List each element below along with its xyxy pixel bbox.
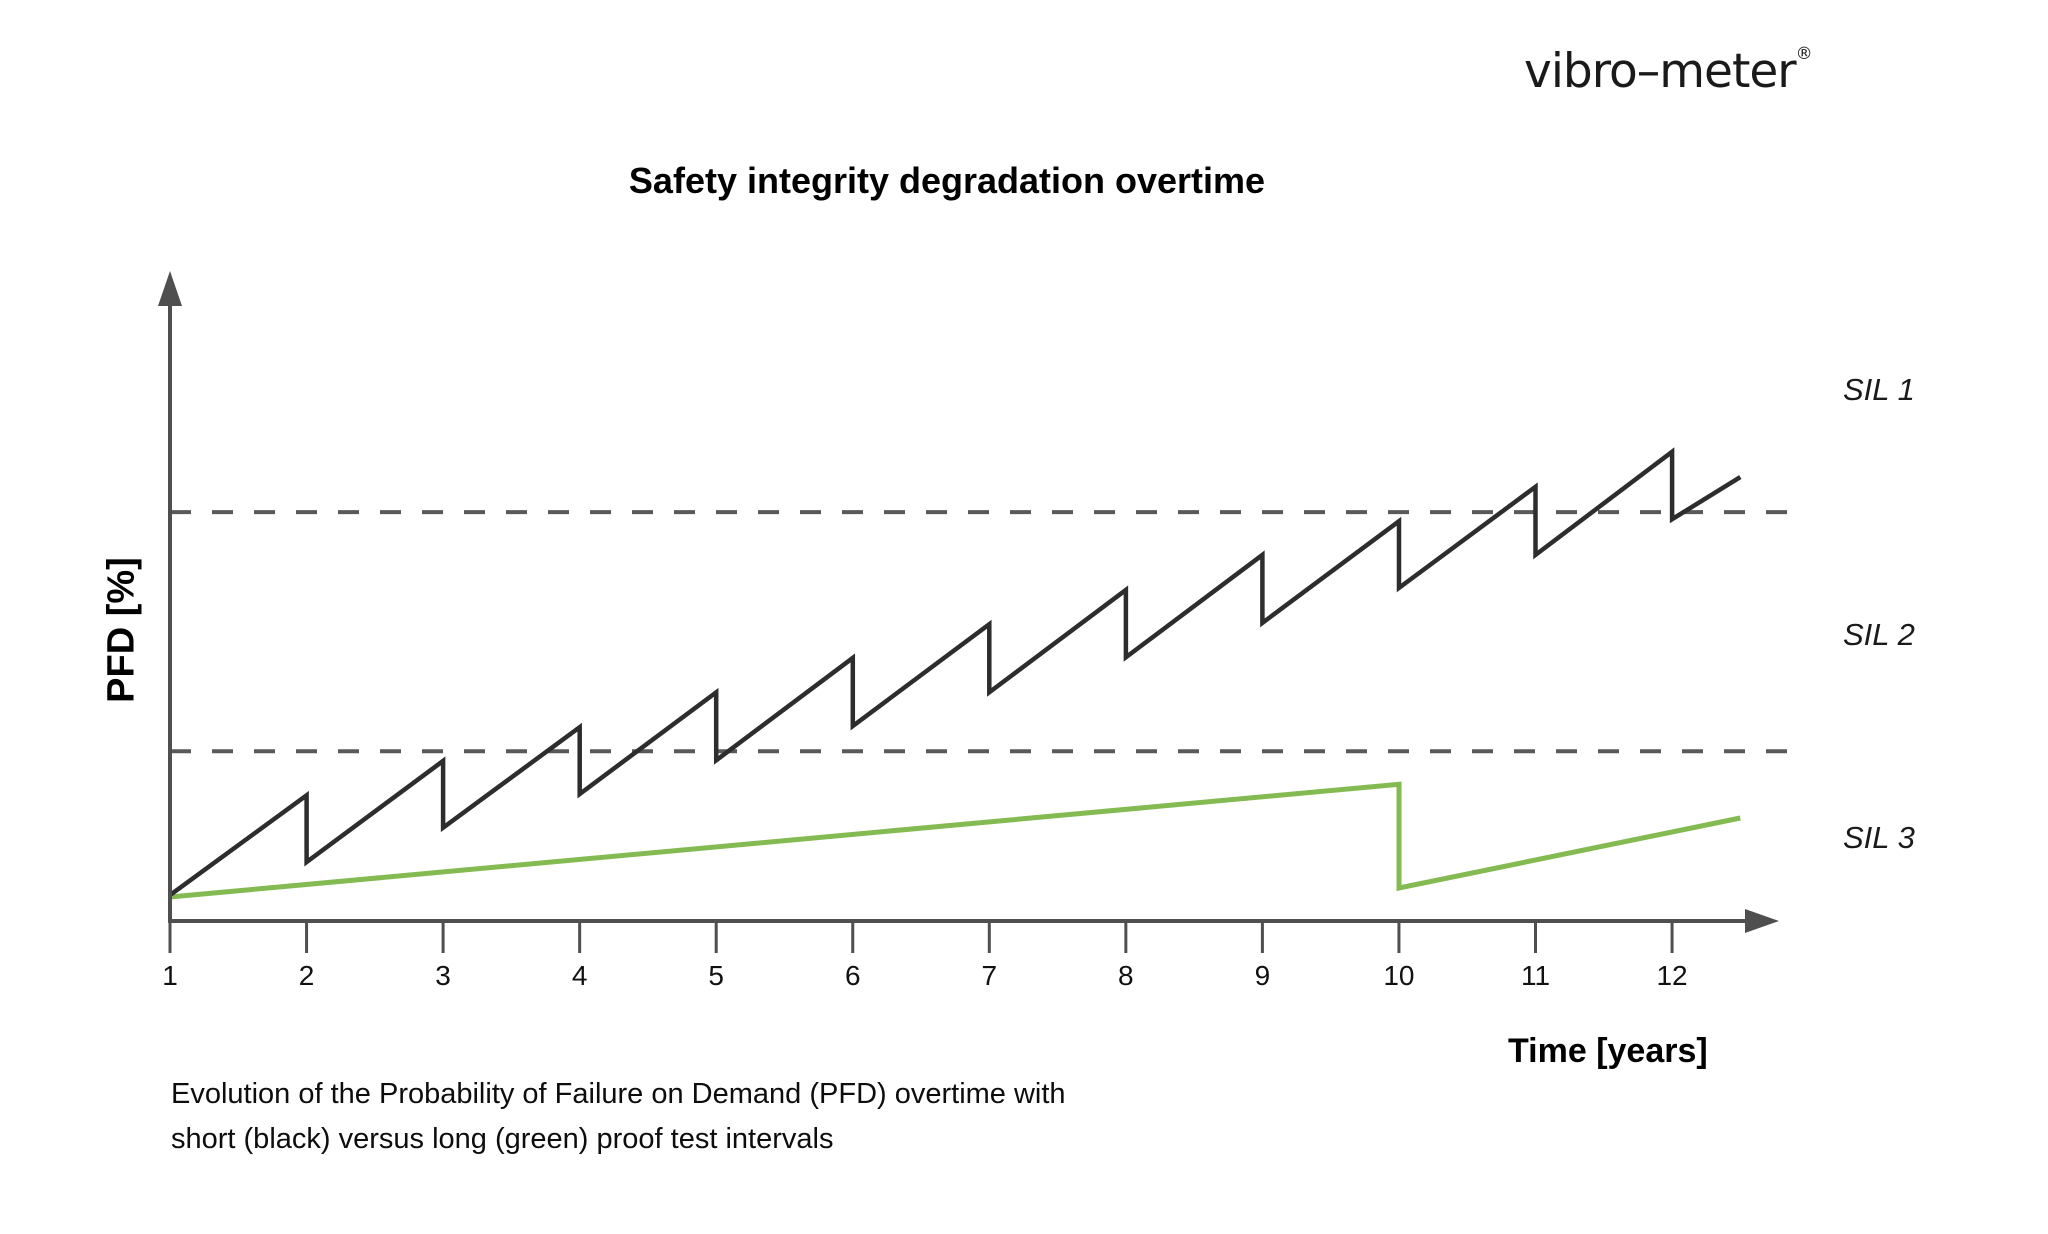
x-tick-label: 11 xyxy=(1521,960,1550,991)
sil-3-label: SIL 3 xyxy=(1843,820,1915,855)
y-axis-label: PFD [%] xyxy=(100,557,143,703)
x-tick-label: 9 xyxy=(1255,960,1271,991)
vibro-meter-logo: vibro–meter® xyxy=(1524,44,1813,99)
x-tick-label: 5 xyxy=(708,960,724,991)
x-tick-label: 6 xyxy=(845,960,861,991)
caption-line-2: short (black) versus long (green) proof … xyxy=(171,1123,834,1155)
sil-1-label: SIL 1 xyxy=(1843,372,1915,407)
caption-line-1: Evolution of the Probability of Failure … xyxy=(171,1078,1066,1110)
green-series-line xyxy=(169,781,1741,900)
logo-text: vibro–meter xyxy=(1524,44,1797,99)
black-series-line xyxy=(168,447,1742,897)
x-tick-label: 7 xyxy=(982,960,998,991)
x-tick-label: 12 xyxy=(1656,960,1687,991)
x-tick-label: 10 xyxy=(1383,960,1414,991)
chart-title: Safety integrity degradation overtime xyxy=(628,160,1266,201)
x-tick-label: 3 xyxy=(435,960,451,991)
x-tick-label: 4 xyxy=(572,960,588,991)
x-axis-arrowhead-icon xyxy=(1745,909,1779,933)
x-tick-label: 8 xyxy=(1118,960,1134,991)
x-tick-label: 2 xyxy=(299,960,315,991)
figure-caption: Evolution of the Probability of Failure … xyxy=(171,1072,1066,1162)
sil-2-label: SIL 2 xyxy=(1843,617,1915,652)
registered-mark-icon: ® xyxy=(1795,44,1813,64)
x-axis-label: Time [years] xyxy=(1508,1032,1708,1070)
y-axis-arrowhead-icon xyxy=(158,271,182,306)
x-tick-label: 1 xyxy=(162,960,178,991)
